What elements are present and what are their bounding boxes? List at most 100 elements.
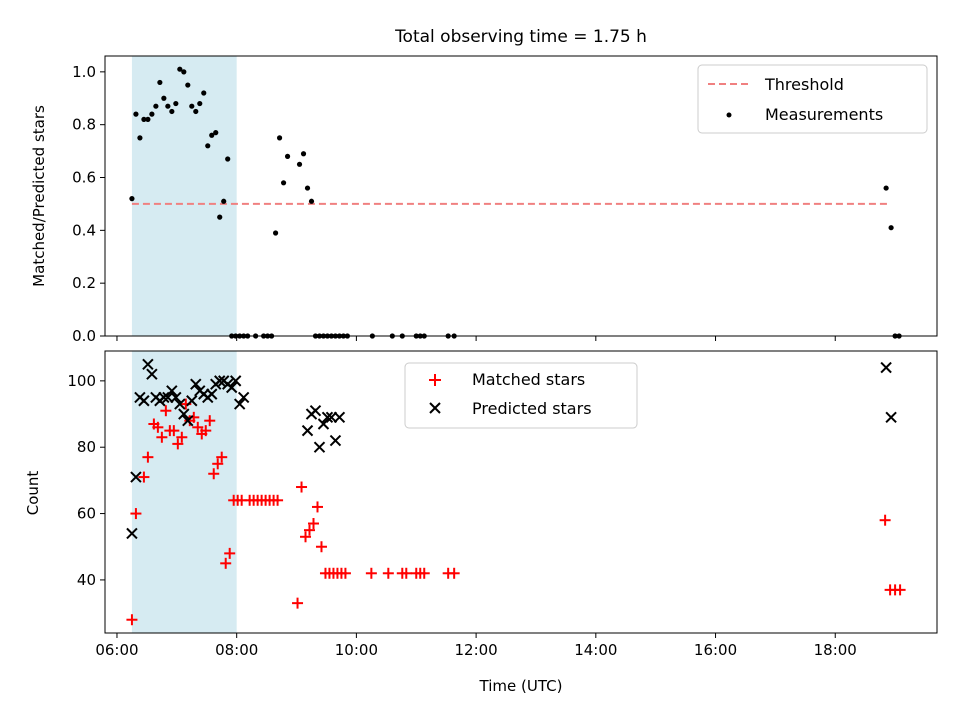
- measurement-point: [221, 198, 227, 204]
- legend-threshold-label: Threshold: [764, 75, 844, 94]
- matched-star-point: [339, 567, 351, 579]
- predicted-star-point: [885, 411, 897, 424]
- x-tick-label: 08:00: [215, 641, 258, 659]
- top-plot-frame: [104, 55, 938, 337]
- predicted-star-point: [126, 527, 138, 540]
- predicted-star-point: [138, 395, 150, 407]
- measurement-point: [296, 161, 303, 167]
- predicted-star-point: [146, 368, 158, 380]
- matched-star-point: [126, 614, 138, 626]
- bottom-shaded-interval: [131, 351, 237, 633]
- measurement-point: [161, 95, 167, 101]
- bottom-panel: 40 60 80 100 06:00 08:00 10:00 12:00 14:00 16:00…: [24, 350, 938, 695]
- top-y-tick-label: 1.0: [72, 63, 96, 81]
- bottom-x-axis: 06:00 08:00 10:00 12:00 14:00 16:00 18:00: [95, 633, 857, 659]
- legend-measurements-swatch: [726, 112, 732, 118]
- measurement-point: [213, 130, 219, 136]
- top-x-ticks: [116, 336, 836, 341]
- matched-star-point: [418, 567, 430, 579]
- bottom-legend-box: [404, 362, 638, 429]
- chart-title: Total observing time = 1.75 h: [394, 27, 647, 47]
- top-y-tick-label: 0.0: [72, 327, 96, 345]
- measurement-point: [189, 103, 195, 109]
- matched-star-point: [448, 567, 460, 579]
- top-y-tick-label: 0.8: [72, 116, 96, 134]
- predicted-star-points: [126, 358, 897, 540]
- top-shaded-interval: [131, 56, 237, 336]
- bottom-y-tick-label: 100: [67, 372, 96, 390]
- top-y-tick-label: 0.4: [72, 221, 96, 239]
- predicted-star-point: [321, 411, 334, 424]
- predicted-star-point: [186, 395, 198, 407]
- matched-star-point: [200, 425, 212, 437]
- matched-star-point: [204, 415, 216, 427]
- predicted-star-point: [880, 361, 892, 374]
- measurement-point: [308, 198, 315, 204]
- predicted-star-point: [170, 391, 182, 404]
- top-panel: 0.0 0.2 0.4 0.6 0.8 1.0 Matched/Predicted sta…: [30, 55, 938, 345]
- predicted-star-point: [190, 378, 202, 390]
- measurement-point: [177, 66, 183, 72]
- top-y-tick-label: 0.2: [72, 274, 96, 292]
- measurement-point: [149, 111, 155, 117]
- matched-star-points: [126, 398, 906, 626]
- bottom-y-tick-label: 40: [77, 571, 96, 589]
- predicted-star-point: [237, 391, 250, 404]
- measurement-point: [205, 143, 211, 149]
- bottom-y-tick-label: 80: [77, 438, 96, 456]
- matched-star-point: [212, 458, 224, 470]
- x-axis-label: Time (UTC): [479, 677, 563, 695]
- top-legend: Threshold Measurements: [697, 64, 928, 134]
- measurement-point: [300, 151, 307, 157]
- measurement-point: [153, 103, 159, 109]
- measurement-point: [197, 100, 203, 107]
- measurement-point: [225, 156, 231, 162]
- bottom-legend: Matched stars Predicted stars: [404, 362, 638, 429]
- measurement-point: [217, 214, 223, 220]
- predicted-star-point: [178, 408, 190, 420]
- legend-matched-label: Matched stars: [472, 370, 585, 389]
- measurement-point: [185, 82, 191, 88]
- predicted-star-point: [182, 414, 194, 427]
- predicted-star-point: [214, 375, 226, 387]
- measurement-point: [209, 132, 215, 138]
- matched-star-point: [307, 518, 319, 530]
- predicted-star-point: [313, 441, 326, 453]
- predicted-star-point: [329, 434, 342, 447]
- x-tick-label: 14:00: [574, 641, 617, 659]
- bottom-y-axis-label: Count: [24, 471, 42, 516]
- predicted-star-point: [142, 358, 154, 370]
- x-tick-label: 16:00: [694, 641, 737, 659]
- legend-predicted-label: Predicted stars: [472, 399, 592, 418]
- measurement-point: [193, 108, 199, 115]
- matched-star-point: [304, 524, 316, 536]
- predicted-star-point: [174, 398, 186, 410]
- predicted-star-point: [333, 411, 346, 424]
- matched-star-point: [152, 421, 164, 433]
- measurement-point: [304, 185, 311, 191]
- matched-star-point: [156, 431, 168, 443]
- top-y-axis-label: Matched/Predicted stars: [30, 105, 48, 287]
- measurement-point: [272, 230, 279, 236]
- predicted-star-point: [309, 405, 322, 417]
- predicted-star-point: [130, 471, 142, 483]
- measurement-point: [201, 90, 207, 96]
- matched-star-point: [160, 405, 172, 417]
- predicted-star-point: [206, 388, 218, 400]
- predicted-star-point: [166, 385, 178, 397]
- x-tick-label: 06:00: [95, 641, 138, 659]
- bottom-y-tick-label: 60: [77, 505, 96, 523]
- matched-star-point: [879, 514, 891, 526]
- matched-star-point: [176, 431, 188, 443]
- matched-star-point: [315, 541, 327, 553]
- predicted-star-point: [301, 424, 314, 437]
- matched-star-point: [300, 531, 312, 543]
- matched-star-point: [292, 597, 304, 609]
- matched-star-point: [224, 547, 236, 559]
- measurement-point: [280, 180, 287, 186]
- measurement-point: [137, 135, 143, 141]
- measurement-point: [169, 108, 175, 115]
- top-y-axis: 0.0 0.2 0.4 0.6 0.8 1.0: [72, 63, 105, 345]
- predicted-star-point: [229, 375, 242, 387]
